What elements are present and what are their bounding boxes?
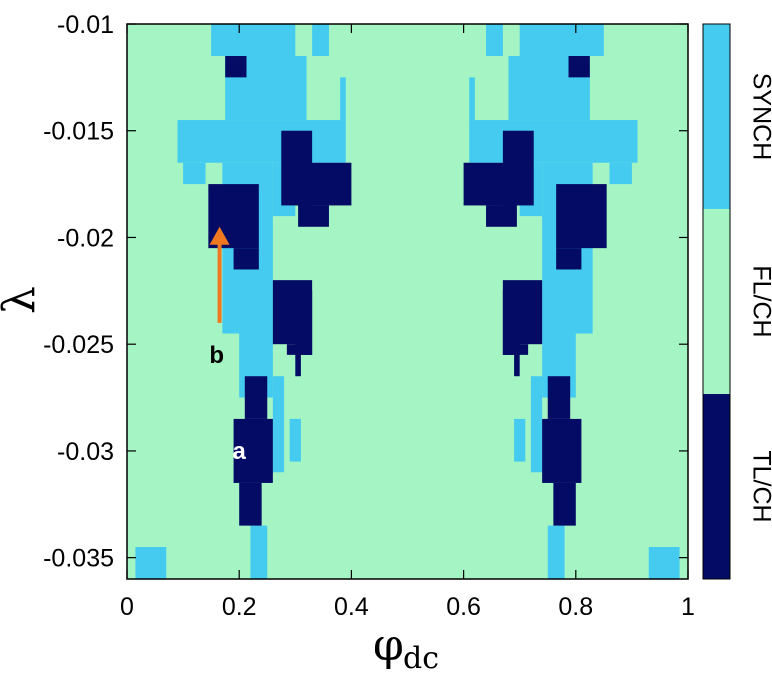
region-synch-mirror bbox=[519, 24, 604, 57]
colorbar-label: FL/CH bbox=[747, 265, 772, 337]
y-tick-label: -0.035 bbox=[43, 545, 114, 573]
y-axis-ticks: -0.01 -0.015 -0.02 -0.025 -0.03 -0.035 bbox=[43, 11, 688, 573]
x-axis-label-subscript: dc bbox=[403, 641, 439, 674]
colorbar-label: TL/CH bbox=[747, 450, 772, 522]
y-tick-label: -0.03 bbox=[57, 438, 114, 466]
y-tick-label: -0.025 bbox=[43, 331, 114, 359]
region-tl-ch bbox=[286, 344, 313, 355]
x-tick-label: 0.4 bbox=[334, 593, 369, 621]
annotation-arrow-head bbox=[209, 226, 230, 245]
region-tl-ch-mirror bbox=[502, 344, 529, 355]
annotation-label-a: a bbox=[233, 438, 247, 465]
region-tl-ch bbox=[298, 205, 329, 227]
x-tick-label: 0.8 bbox=[558, 593, 593, 621]
region-tl-ch-mirror bbox=[514, 354, 520, 377]
region-tl-ch-mirror bbox=[547, 376, 571, 419]
region-synch bbox=[177, 120, 346, 163]
region-synch bbox=[211, 24, 296, 57]
region-tl-ch bbox=[244, 376, 268, 419]
colorbar-frame bbox=[702, 23, 731, 580]
region-synch-mirror bbox=[648, 546, 680, 579]
y-tick-label: -0.01 bbox=[57, 11, 114, 39]
region-synch bbox=[312, 24, 329, 57]
region-tl-ch-mirror bbox=[542, 418, 582, 483]
y-axis-label: λ bbox=[0, 286, 45, 314]
x-axis-label-main: φ bbox=[373, 620, 404, 671]
region-synch bbox=[250, 525, 268, 579]
x-tick-label: 0.6 bbox=[446, 593, 481, 621]
region-synch-mirror bbox=[530, 376, 543, 473]
y-tick-label: -0.015 bbox=[43, 118, 114, 146]
x-tick-label: 1 bbox=[681, 593, 695, 621]
colorbar: SYNCH FL/CH TL/CH bbox=[702, 23, 772, 580]
region-tl-ch-mirror bbox=[568, 56, 590, 78]
region-tl-ch-mirror bbox=[553, 482, 576, 526]
region-tl-ch bbox=[295, 162, 352, 206]
annotation-layer: ab bbox=[209, 226, 247, 465]
x-tick-label: 0 bbox=[120, 593, 134, 621]
region-tl-ch bbox=[233, 418, 273, 483]
region-synch bbox=[289, 418, 301, 462]
region-tl-ch bbox=[233, 248, 259, 270]
region-synch-mirror bbox=[547, 525, 565, 579]
colorbar-swatch-fl-ch bbox=[703, 209, 730, 394]
y-tick-label: -0.02 bbox=[57, 224, 114, 252]
plot-background bbox=[127, 24, 688, 579]
region-synch bbox=[135, 546, 167, 579]
region-synch bbox=[272, 376, 285, 473]
plot-frame bbox=[126, 23, 689, 580]
region-tl-ch-mirror bbox=[463, 162, 520, 206]
region-tl-ch bbox=[295, 354, 301, 377]
region-tl-ch bbox=[239, 482, 262, 526]
region-tl-ch-mirror bbox=[502, 290, 520, 355]
colorbar-label: SYNCH bbox=[747, 73, 772, 161]
annotation-label-b: b bbox=[209, 342, 224, 369]
x-axis-label: φ dc bbox=[373, 620, 439, 674]
region-tl-ch bbox=[295, 290, 313, 355]
region-synch-mirror bbox=[469, 120, 638, 163]
colorbar-swatch-synch bbox=[703, 24, 730, 209]
region-tl-ch bbox=[225, 56, 247, 78]
region-synch-mirror bbox=[486, 24, 503, 57]
region-synch-mirror bbox=[514, 418, 526, 462]
region-layer bbox=[135, 24, 680, 579]
x-axis-ticks: 0 0.2 0.4 0.6 0.8 1 bbox=[120, 24, 695, 621]
x-tick-label: 0.2 bbox=[222, 593, 257, 621]
region-synch bbox=[183, 162, 206, 185]
region-synch-mirror bbox=[469, 77, 475, 121]
region-tl-ch-mirror bbox=[556, 248, 582, 270]
colorbar-swatch-tl-ch bbox=[703, 394, 730, 579]
region-synch bbox=[340, 77, 346, 121]
region-tl-ch-mirror bbox=[486, 205, 517, 227]
region-tl-ch-mirror bbox=[556, 184, 607, 249]
region-synch-mirror bbox=[609, 162, 632, 185]
